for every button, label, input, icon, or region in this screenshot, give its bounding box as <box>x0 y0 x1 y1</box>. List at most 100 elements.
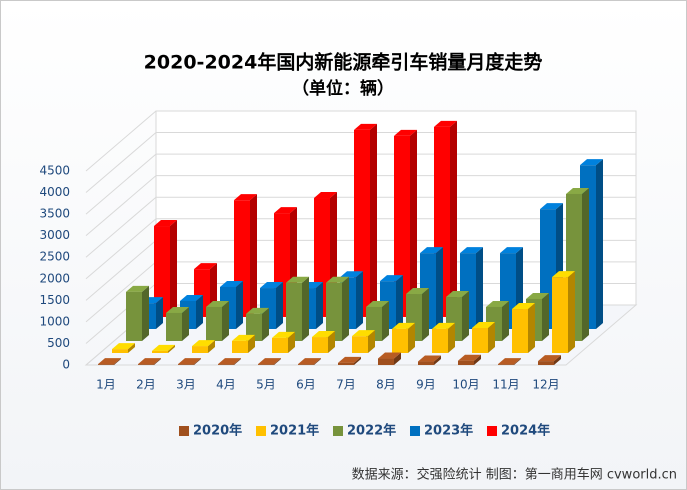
bar-front <box>354 129 370 317</box>
bar-front <box>394 135 410 317</box>
bar-top <box>392 322 415 329</box>
bar-top <box>180 294 203 301</box>
grid-line <box>85 239 157 301</box>
bar <box>206 300 229 341</box>
bar-side <box>502 300 509 341</box>
bar-side <box>356 271 363 329</box>
bar <box>378 352 401 365</box>
bar-top <box>126 285 149 292</box>
bar-top <box>312 331 335 338</box>
bar-side <box>554 355 561 365</box>
legend-swatch <box>256 426 266 436</box>
bar-side <box>596 159 603 329</box>
x-tick-label: 7月 <box>336 378 356 392</box>
bar-front <box>472 327 488 353</box>
bar-top <box>566 187 589 194</box>
y-tick-label: 500 <box>47 336 70 350</box>
bar <box>232 334 255 353</box>
bar-front <box>246 313 262 341</box>
bar-top <box>192 340 215 347</box>
bar <box>218 358 241 365</box>
legend-swatch <box>487 426 497 436</box>
bar-front <box>418 361 434 365</box>
bar-front <box>326 282 342 341</box>
bar <box>458 354 481 365</box>
bar-side <box>274 358 281 365</box>
bar-top <box>354 123 377 130</box>
bar-side <box>250 194 257 317</box>
bar-side <box>568 271 575 353</box>
bar-side <box>170 220 177 317</box>
bar-side <box>222 300 229 341</box>
bar-side <box>194 358 201 365</box>
bar <box>258 358 281 365</box>
bar-front <box>192 346 208 353</box>
x-tick-label: 3月 <box>176 378 196 392</box>
bar-top <box>218 358 241 365</box>
legend-label: 2024年 <box>501 423 550 439</box>
bar-front <box>378 358 394 365</box>
bar-side <box>354 356 361 365</box>
x-tick-label: 11月 <box>492 378 519 392</box>
bar-side <box>542 292 549 341</box>
chart-title: 2020-2024年国内新能源牵引车销量月度走势 <box>144 51 543 74</box>
bar-top <box>260 282 283 289</box>
bar-front <box>272 337 288 353</box>
bar-front <box>218 364 234 365</box>
grid-line <box>85 132 157 193</box>
bar-top <box>326 276 349 283</box>
bar-side <box>370 123 377 317</box>
bar-side <box>450 120 457 317</box>
bar-side <box>288 331 295 353</box>
bar-top <box>472 321 495 328</box>
bar <box>538 355 561 365</box>
bar-side <box>156 297 163 329</box>
bar-side <box>436 247 443 329</box>
y-tick-label: 0 <box>62 358 70 372</box>
bar-side <box>196 294 203 329</box>
bar-front <box>286 282 302 341</box>
bar <box>126 285 149 341</box>
grid-line <box>85 175 157 237</box>
bar-top <box>540 203 563 210</box>
bar-front <box>538 361 554 365</box>
y-tick-label: 3000 <box>39 228 70 242</box>
bar-top <box>152 344 175 351</box>
grid-line <box>85 110 157 172</box>
y-tick-label: 4500 <box>39 164 70 178</box>
bar-side <box>168 344 175 353</box>
bar-top <box>220 280 243 287</box>
bar <box>98 358 121 365</box>
bar-side <box>154 358 161 365</box>
bar-side <box>328 331 335 353</box>
bar-top <box>500 247 523 254</box>
bar-top <box>206 300 229 307</box>
bar <box>312 331 335 353</box>
x-tick-label: 4月 <box>216 378 236 392</box>
bar-front <box>512 309 528 353</box>
bar <box>178 358 201 365</box>
bar-front <box>166 312 182 341</box>
bar-top <box>458 354 481 361</box>
bar-front <box>126 291 142 341</box>
bar-top <box>298 358 321 365</box>
bar-front <box>152 350 168 353</box>
chart-subtitle: （单位：辆） <box>292 78 394 99</box>
bar-top <box>580 159 603 166</box>
y-tick-label: 3500 <box>39 207 70 221</box>
bar <box>432 322 455 353</box>
legend-label: 2021年 <box>270 423 319 439</box>
legend-label: 2023年 <box>424 423 473 439</box>
bar-top <box>418 355 441 362</box>
bar-front <box>352 336 368 353</box>
bar-side <box>314 358 321 365</box>
bar-side <box>128 343 135 353</box>
bar <box>326 276 349 341</box>
legend-swatch <box>179 426 189 436</box>
bar-top <box>338 356 361 363</box>
bar-top <box>378 352 401 359</box>
bar-top <box>272 331 295 338</box>
bar-side <box>408 322 415 353</box>
bar <box>192 340 215 353</box>
